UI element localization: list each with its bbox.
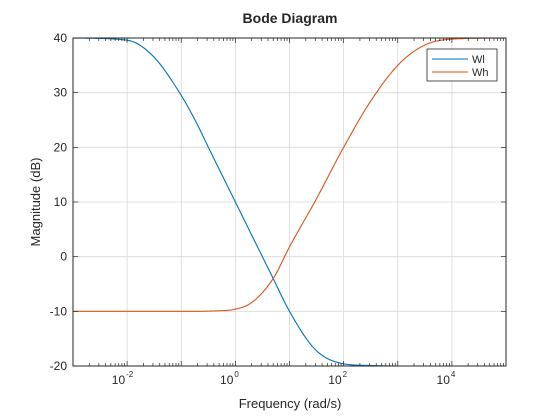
x-tick-label: 10 2 [328,370,347,387]
grid [72,37,506,367]
x-tick-labels: 10 -2 10 0 10 2 10 4 [112,370,456,387]
x-tick-label: 10 0 [220,370,239,387]
y-tick-label: -10 [50,304,68,318]
x-tick-label: 10 4 [437,370,456,387]
y-axis-label: Magnitude (dB) [28,158,43,247]
chart-title: Bode Diagram [243,10,338,26]
x-tick-label-base: 10 [112,373,126,387]
legend-label-wl: Wl [472,54,485,66]
series-line-wh [73,37,507,312]
y-tick-label: -20 [50,359,68,373]
x-tick-label-base: 10 [437,373,451,387]
y-tick-label: 20 [54,140,68,154]
x-tick-label-exponent: -2 [126,370,134,379]
legend-box [426,48,498,82]
y-tick-label: 40 [54,31,68,45]
axis-ticks [72,37,506,367]
x-tick-label-base: 10 [328,373,342,387]
x-tick-label: 10 -2 [112,370,134,387]
x-axis-label: Frequency (rad/s) [239,396,342,411]
x-tick-label-exponent: 2 [343,370,348,379]
x-tick-label-exponent: 4 [451,370,456,379]
y-tick-label: 0 [60,250,67,264]
y-tick-label: 10 [54,195,68,209]
legend-label-wh: Wh [472,67,489,79]
x-tick-label-exponent: 0 [234,370,239,379]
y-tick-labels: -20 -10 0 10 20 30 40 [50,31,68,373]
y-tick-label: 30 [54,86,68,100]
x-tick-label-base: 10 [220,373,234,387]
